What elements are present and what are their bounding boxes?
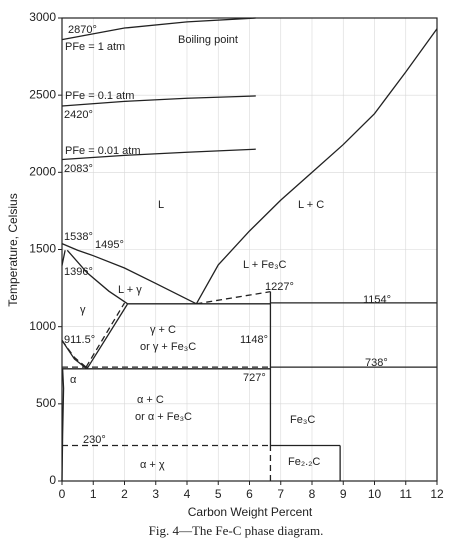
caption: Fig. 4—The Fe-C phase diagram. [149,523,324,538]
phase-boundary [196,290,271,305]
annotation: γ + C [150,324,176,336]
x-axis-label: Carbon Weight Percent [188,505,313,519]
x-tick-label: 12 [430,487,444,501]
y-tick-label: 500 [36,396,56,410]
y-tick-label: 2500 [29,87,56,101]
annotation: or γ + Fe₃C [140,341,196,353]
x-tick-label: 5 [215,487,222,501]
annotation: L + γ [118,284,142,296]
annotation: α + χ [140,459,165,471]
x-tick-label: 9 [340,487,347,501]
y-tick-label: 1500 [29,242,56,256]
annotation: 1227° [265,281,294,293]
annotation: 1396° [64,266,93,278]
annotation: 2083° [64,163,93,175]
annotation: Boiling point [178,34,238,46]
x-tick-label: 3 [152,487,159,501]
phase-boundary [85,302,126,368]
annotation: γ [80,304,86,316]
phase-boundary [61,17,256,41]
x-tick-label: 2 [121,487,128,501]
phase-boundary [66,249,128,305]
annotation: α + C [137,394,164,406]
annotation: Fe₂.₂C [288,456,320,468]
annotation: or α + Fe₃C [135,411,192,423]
y-tick-label: 1000 [29,319,56,333]
annotation: 727° [243,372,266,384]
annotation: PFe = 0.01 atm [65,145,141,157]
phase-boundary [61,250,66,266]
annotation: α [70,374,77,386]
x-tick-label: 4 [184,487,191,501]
annotation: PFe = 1 atm [65,41,125,53]
annotation: 1495° [95,239,124,251]
x-tick-label: 1 [90,487,97,501]
x-tick-label: 10 [368,487,382,501]
x-tick-label: 8 [309,487,316,501]
phase-boundary [61,340,87,368]
phase-boundary [86,303,129,370]
x-tick-label: 11 [400,487,413,501]
annotation: 1538° [64,231,93,243]
x-tick-label: 7 [277,487,284,501]
y-tick-label: 0 [49,473,56,487]
phase-boundary [61,148,256,161]
y-tick-label: 3000 [29,10,56,24]
annotation: Fe₃C [290,414,315,426]
annotation: 230° [83,434,106,446]
annotation: L [158,199,164,211]
annotation: L + C [298,199,324,211]
annotation: 2420° [64,109,93,121]
annotation: 1148° [240,334,268,346]
annotation: 738° [365,357,388,369]
annotation: 1154° [363,294,391,306]
phase-boundary [195,28,438,305]
phase-boundary [61,243,197,305]
annotation: 2870° [68,24,97,36]
annotation: PFe = 0.1 atm [65,90,134,102]
x-tick-label: 6 [246,487,253,501]
phase-boundary [61,368,65,482]
annotation: 911.5° [64,334,95,346]
y-tick-label: 2000 [29,165,56,179]
x-tick-label: 0 [59,487,66,501]
y-axis-label: Temperature, Celsius [6,193,20,306]
annotation: L + Fe₃C [243,259,287,271]
phase-boundary [61,95,256,107]
